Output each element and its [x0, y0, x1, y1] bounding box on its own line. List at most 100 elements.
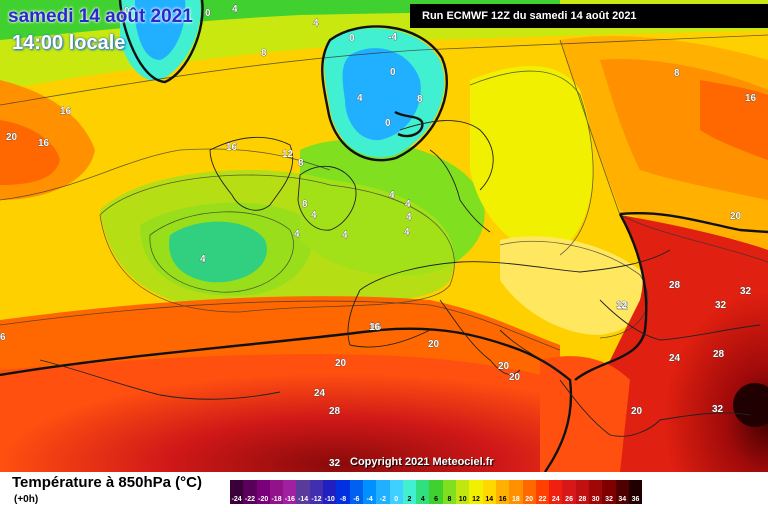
scale-step: -12 — [309, 480, 324, 504]
band-green-patch — [169, 221, 267, 283]
contour-label: 28 — [713, 349, 725, 360]
temperature-map: 0 0 4 4 -4 0 0 4 0 8 8 16 20 16 16 12 8 … — [0, 0, 768, 472]
lead-time-label: (+0h) — [14, 494, 39, 505]
contour-label: 28 — [329, 406, 341, 417]
contour-label: 24 — [314, 388, 326, 399]
contour-label: 4 — [200, 254, 206, 265]
contour-label: 16 — [745, 93, 757, 104]
cold-core-inner — [342, 48, 421, 141]
contour-label: 0 — [390, 67, 396, 78]
band-southeast-orange — [540, 356, 630, 472]
band-orange-west2 — [0, 120, 60, 185]
contour-label: 16 — [226, 142, 238, 153]
copyright-notice: Copyright 2021 Meteociel.fr — [350, 456, 494, 468]
scale-step: 32 — [602, 480, 616, 504]
contour-label: 8 — [674, 68, 680, 79]
run-info-text: Run ECMWF 12Z du samedi 14 août 2021 — [422, 10, 637, 22]
scale-step: 36 — [628, 480, 643, 504]
coastlines — [39, 120, 761, 437]
scale-step: -10 — [323, 480, 337, 504]
contour-label: 4 — [294, 229, 300, 240]
contour-label: 4 — [406, 212, 412, 223]
scale-step: -18 — [269, 480, 284, 504]
scale-step: -14 — [296, 480, 310, 504]
scale-step: -2 — [376, 480, 390, 504]
contour-label: 4 — [342, 230, 348, 241]
run-info-banner: Run ECMWF 12Z du samedi 14 août 2021 — [410, 4, 768, 28]
contour-label: 0 — [385, 118, 391, 129]
scale-step: 26 — [562, 480, 576, 504]
scale-step: 30 — [589, 480, 603, 504]
contour-label: 24 — [669, 353, 681, 364]
contour-label: 4 — [311, 210, 317, 221]
variable-title: Température à 850hPa (°C) — [12, 474, 202, 491]
band-south-orange — [0, 296, 560, 380]
contour-label: 16 — [60, 106, 72, 117]
contour-label: 16 — [370, 322, 382, 333]
scale-step: 2 — [402, 480, 417, 504]
contour-label: -4 — [388, 32, 397, 43]
scale-step: 0 — [389, 480, 403, 504]
hot-core-east — [733, 383, 768, 427]
scale-step: 22 — [535, 480, 550, 504]
contour-label: 32 — [740, 286, 752, 297]
scale-step: 16 — [495, 480, 510, 504]
scale-step: 8 — [442, 480, 457, 504]
contour-label: 16 — [369, 322, 381, 333]
contour-label: 4 — [405, 199, 411, 210]
band-orange-east3 — [700, 80, 768, 160]
scale-step: -20 — [256, 480, 270, 504]
scale-step: -24 — [230, 480, 244, 504]
contour-label: 8 — [302, 199, 308, 210]
contour-label: 8 — [298, 158, 304, 169]
contour-label: 20 — [631, 406, 643, 417]
contour-label: 4 — [313, 18, 319, 29]
scale-step: 18 — [509, 480, 523, 504]
contour-label: 32 — [329, 458, 341, 469]
contour-label: 20 — [428, 339, 440, 350]
contour-label: 0 — [349, 33, 355, 44]
scale-step: -6 — [349, 480, 363, 504]
cold-core-nw2 — [135, 0, 186, 60]
legend-footer: Température à 850hPa (°C) (+0h) -24 -2 2 -2… — [0, 472, 768, 512]
contour-label: 12 — [617, 301, 629, 312]
contour-label-layer: 0 0 4 4 -4 0 0 4 0 8 8 16 20 16 16 12 8 … — [0, 4, 757, 470]
scale-step: 28 — [575, 480, 590, 504]
contour-label: 4 — [232, 4, 238, 15]
thick-isolines — [0, 0, 768, 472]
scale-step: 24 — [549, 480, 563, 504]
scale-step: 34 — [615, 480, 629, 504]
scale-step: -16 — [283, 480, 297, 504]
contour-label: 20 — [509, 372, 521, 383]
contour-label: 20 — [730, 211, 742, 222]
contour-label: 4 — [389, 190, 395, 201]
scale-step: 12 — [469, 480, 483, 504]
scale-step: 6 — [429, 480, 443, 504]
contour-label: 4 — [404, 227, 410, 238]
contour-label: 16 — [38, 138, 50, 149]
contour-label: 0 — [124, 6, 130, 17]
contour-label: 20 — [498, 361, 510, 372]
color-scale: -24 -22 -20 -18 -16 -14 -12 -10 -8 -6 -4 -2 0 2 4 6 8 10 1… — [230, 480, 643, 504]
contour-label: 6 — [0, 332, 6, 343]
band-yellow-east — [470, 66, 594, 252]
contour-label: 32 — [715, 300, 727, 311]
contour-label: 20 — [6, 132, 18, 143]
contour-label: 8 — [261, 48, 267, 59]
contour-label: 8 — [417, 94, 423, 105]
scale-step: -8 — [336, 480, 350, 504]
temperature-map-canvas: 0 0 4 4 -4 0 0 4 0 8 8 16 20 16 16 12 8 … — [0, 0, 768, 472]
contour-label: 28 — [669, 280, 681, 291]
scale-step: 10 — [456, 480, 470, 504]
scale-step: 4 — [416, 480, 430, 504]
scale-step: -4 — [362, 480, 377, 504]
contour-label: 20 — [335, 358, 347, 369]
forecast-date-title: samedi 14 août 2021 — [8, 6, 193, 27]
contour-label: 0 — [205, 8, 211, 19]
contour-label: 4 — [357, 93, 363, 104]
contour-label: 32 — [712, 404, 724, 415]
contour-label: 12 — [616, 300, 628, 311]
scale-step: 14 — [482, 480, 496, 504]
contour-label: 12 — [282, 149, 294, 160]
